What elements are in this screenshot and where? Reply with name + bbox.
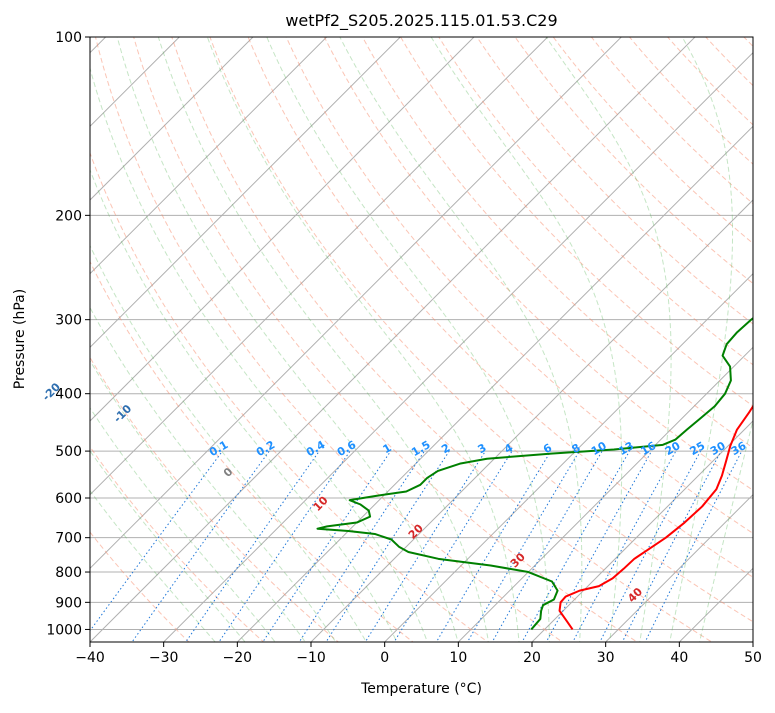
y-tick-label: 100 bbox=[55, 30, 82, 46]
x-tick-label: −10 bbox=[296, 650, 326, 666]
y-tick-label: 600 bbox=[55, 491, 82, 507]
x-tick-label: 50 bbox=[744, 650, 762, 666]
y-tick-label: 800 bbox=[55, 565, 82, 581]
x-tick-label: −40 bbox=[75, 650, 105, 666]
chart-title: wetPf2_S205.2025.115.01.53.C29 bbox=[285, 11, 557, 31]
x-axis-label: Temperature (°C) bbox=[360, 681, 482, 697]
x-tick-label: 30 bbox=[597, 650, 615, 666]
y-tick-label: 200 bbox=[55, 208, 82, 224]
y-tick-label: 1000 bbox=[46, 622, 82, 638]
y-axis-label: Pressure (hPa) bbox=[12, 289, 28, 389]
y-tick-label: 500 bbox=[55, 444, 82, 460]
y-tick-label: 700 bbox=[55, 531, 82, 547]
y-tick-label: 900 bbox=[55, 595, 82, 611]
x-tick-label: 40 bbox=[670, 650, 688, 666]
x-tick-label: −30 bbox=[149, 650, 179, 666]
y-tick-label: 300 bbox=[55, 313, 82, 329]
x-tick-label: −20 bbox=[223, 650, 253, 666]
x-tick-label: 10 bbox=[449, 650, 467, 666]
x-tick-label: 20 bbox=[523, 650, 541, 666]
x-tick-label: 0 bbox=[380, 650, 389, 666]
y-tick-label: 400 bbox=[55, 387, 82, 403]
